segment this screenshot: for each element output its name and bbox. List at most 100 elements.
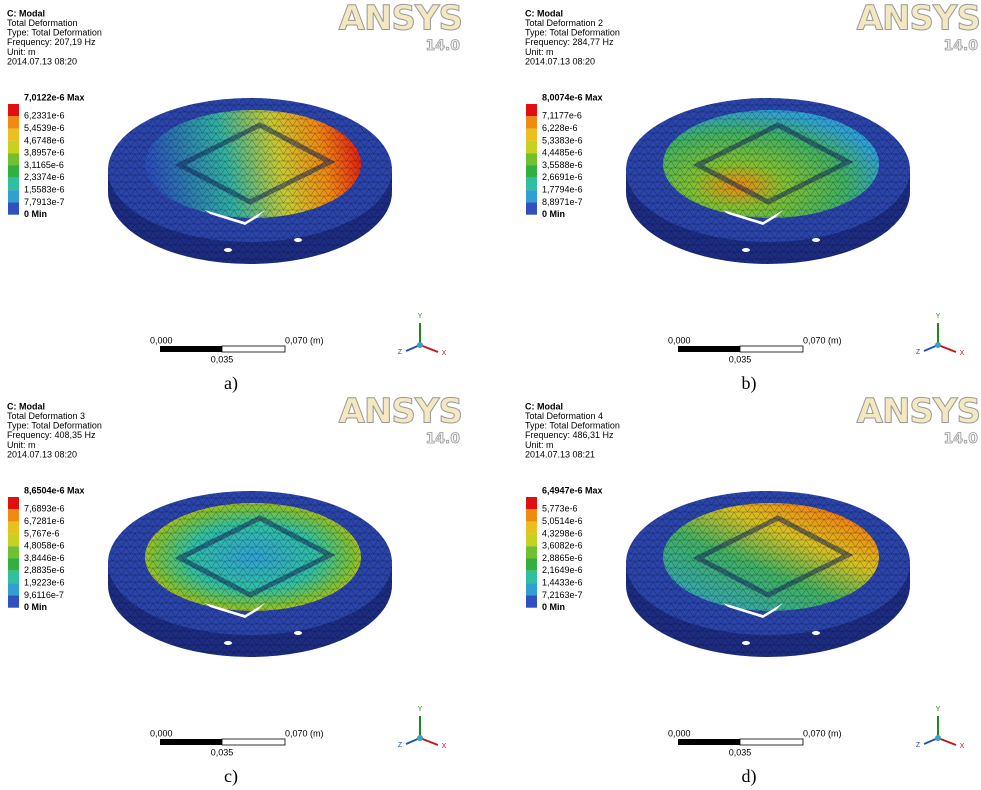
- header-line: 2014.07.13 08:21: [525, 449, 595, 459]
- legend-label: 6,2331e-6: [24, 111, 65, 121]
- scale-label: 0,070 (m): [803, 728, 842, 738]
- header-line: Type: Total Deformation: [7, 28, 102, 38]
- legend-swatch: [8, 522, 19, 534]
- legend-swatch: [526, 190, 537, 202]
- header-line: Unit: m: [7, 440, 36, 450]
- hole: [812, 631, 820, 635]
- legend-label: 5,4539e-6: [24, 123, 65, 133]
- logo: ANSYS: [339, 392, 462, 432]
- legend-label: 8,6504e-6 Max: [24, 485, 85, 495]
- scale-label: 0,070 (m): [285, 728, 324, 738]
- hole: [224, 641, 232, 645]
- scale-bar-white: [222, 346, 285, 352]
- caption: a): [224, 373, 238, 394]
- header-line: Unit: m: [525, 47, 554, 57]
- legend-swatch: [526, 546, 537, 558]
- legend-label: 5,0514e-6: [542, 516, 583, 526]
- header-line: Frequency: 486,31 Hz: [525, 430, 614, 440]
- legend-swatch: [526, 104, 537, 116]
- legend-label: 0 Min: [24, 602, 47, 612]
- header-line: Type: Total Deformation: [7, 421, 102, 431]
- scale-bar-white: [740, 346, 803, 352]
- legend-swatch: [8, 571, 19, 583]
- legend-label: 7,1177e-6: [542, 111, 582, 121]
- version: 14.0: [943, 38, 978, 54]
- legend-label: 7,6893e-6: [24, 504, 65, 514]
- legend-label: 0 Min: [542, 602, 565, 612]
- legend-swatch: [8, 116, 19, 128]
- legend-label: 1,4433e-6: [542, 577, 583, 587]
- axis-label: X: [960, 350, 965, 357]
- scale-bar-black: [160, 346, 222, 352]
- legend-label: 5,3383e-6: [542, 135, 583, 145]
- header-line: Total Deformation 4: [525, 411, 603, 421]
- scale-label: 0,035: [211, 354, 234, 364]
- legend-label: 0 Min: [24, 209, 47, 219]
- header-line: Frequency: 284,77 Hz: [525, 37, 614, 47]
- legend-label: 4,3298e-6: [542, 528, 583, 538]
- caption: c): [224, 766, 238, 787]
- legend-swatch: [526, 559, 537, 571]
- header-line: 2014.07.13 08:20: [7, 449, 77, 459]
- axis-origin: [417, 735, 423, 741]
- scale-label: 0,000: [668, 728, 691, 738]
- header-line: Frequency: 207,19 Hz: [7, 37, 96, 47]
- header-line: C: Modal: [525, 8, 563, 18]
- legend-swatch: [526, 202, 537, 214]
- legend-label: 5,767e-6: [24, 528, 60, 538]
- header-line: Unit: m: [525, 440, 554, 450]
- legend-label: 2,1649e-6: [542, 565, 583, 575]
- legend-label: 6,228e-6: [542, 123, 578, 133]
- legend-label: 3,6082e-6: [542, 541, 583, 551]
- legend-swatch: [8, 153, 19, 165]
- legend-label: 6,7281e-6: [24, 516, 65, 526]
- panel: C: ModalTotal Deformation 2Type: Total D…: [525, 0, 980, 394]
- axis-label: Y: [936, 313, 941, 320]
- legend-label: 9,6116e-7: [24, 590, 64, 600]
- axis-label: X: [442, 743, 447, 750]
- legend-swatch: [8, 595, 19, 607]
- scale-label: 0,070 (m): [285, 335, 324, 345]
- legend-swatch: [526, 497, 537, 509]
- hole: [742, 248, 750, 252]
- axis-label: Z: [398, 349, 403, 356]
- version: 14.0: [425, 431, 460, 447]
- scale-label: 0,000: [150, 335, 173, 345]
- legend-swatch: [526, 178, 537, 190]
- legend-label: 2,3374e-6: [24, 172, 65, 182]
- legend-swatch: [8, 534, 19, 546]
- legend-swatch: [8, 178, 19, 190]
- legend-label: 4,4485e-6: [542, 148, 583, 158]
- legend-label: 2,6691e-6: [542, 172, 583, 182]
- logo: ANSYS: [857, 392, 980, 432]
- header-line: 2014.07.13 08:20: [7, 56, 77, 66]
- logo: ANSYS: [339, 0, 462, 39]
- legend-swatch: [526, 534, 537, 546]
- legend-swatch: [526, 509, 537, 521]
- axis-label: Z: [398, 742, 403, 749]
- header-line: Frequency: 408,35 Hz: [7, 430, 96, 440]
- legend-swatch: [8, 166, 19, 178]
- legend-swatch: [526, 153, 537, 165]
- header-line: Type: Total Deformation: [525, 421, 620, 431]
- scale-label: 0,035: [211, 747, 234, 757]
- axis-origin: [935, 735, 941, 741]
- scale-label: 0,000: [150, 728, 173, 738]
- caption: b): [742, 373, 757, 394]
- legend-swatch: [8, 202, 19, 214]
- legend-label: 2,8835e-6: [24, 565, 65, 575]
- header-line: Total Deformation 2: [525, 18, 603, 28]
- legend-swatch: [8, 129, 19, 141]
- header-line: C: Modal: [7, 401, 45, 411]
- hole: [812, 238, 820, 242]
- legend-swatch: [526, 522, 537, 534]
- legend-label: 5,773e-6: [542, 504, 578, 514]
- axis-label: Y: [936, 706, 941, 713]
- header-line: C: Modal: [7, 8, 45, 18]
- legend-swatch: [526, 595, 537, 607]
- hole: [224, 248, 232, 252]
- legend-label: 7,7913e-7: [24, 197, 65, 207]
- legend-swatch: [8, 583, 19, 595]
- legend-label: 3,8446e-6: [24, 553, 65, 563]
